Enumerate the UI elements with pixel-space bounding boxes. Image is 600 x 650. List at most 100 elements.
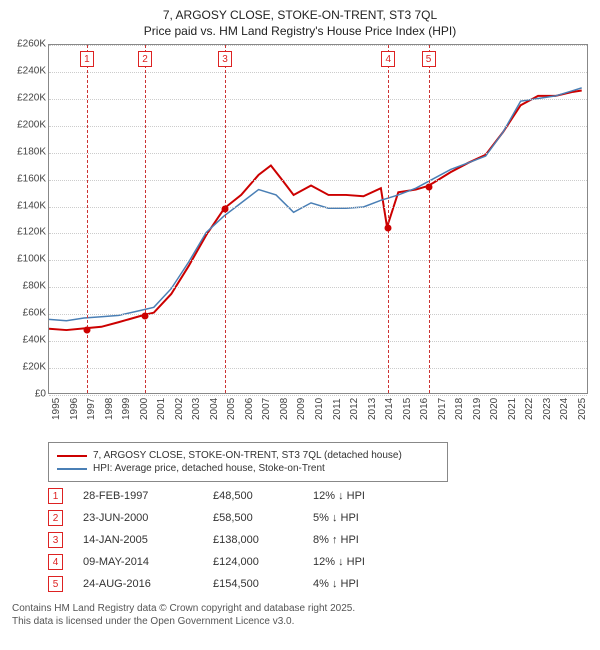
sale-price: £58,500 bbox=[213, 512, 313, 524]
sales-table: 128-FEB-1997£48,50012% ↓ HPI223-JUN-2000… bbox=[48, 488, 594, 592]
marker-box: 5 bbox=[422, 51, 436, 67]
sale-dot bbox=[385, 225, 392, 232]
x-axis: 1995199619971998199920002001200220032004… bbox=[48, 394, 588, 434]
x-tick-label: 2002 bbox=[174, 398, 185, 420]
x-tick-label: 2011 bbox=[332, 398, 343, 420]
x-tick-label: 2014 bbox=[384, 398, 395, 420]
gridline bbox=[49, 72, 587, 73]
y-axis: £0£20K£40K£60K£80K£100K£120K£140K£160K£1… bbox=[6, 44, 48, 394]
marker-line bbox=[87, 45, 88, 393]
title-line1: 7, ARGOSY CLOSE, STOKE-ON-TRENT, ST3 7QL bbox=[6, 8, 594, 22]
y-tick-label: £80K bbox=[23, 281, 46, 292]
x-tick-label: 2001 bbox=[156, 398, 167, 420]
gridline bbox=[49, 260, 587, 261]
legend-label: 7, ARGOSY CLOSE, STOKE-ON-TRENT, ST3 7QL… bbox=[93, 450, 402, 461]
x-tick-label: 1996 bbox=[69, 398, 80, 420]
sale-number-box: 5 bbox=[48, 576, 63, 592]
x-tick-label: 2016 bbox=[419, 398, 430, 420]
sale-diff: 12% ↓ HPI bbox=[313, 556, 433, 568]
x-tick-label: 2009 bbox=[296, 398, 307, 420]
x-tick-label: 2008 bbox=[279, 398, 290, 420]
y-tick-label: £100K bbox=[17, 254, 46, 265]
y-tick-label: £240K bbox=[17, 65, 46, 76]
sale-date: 28-FEB-1997 bbox=[83, 490, 213, 502]
x-tick-label: 2004 bbox=[209, 398, 220, 420]
sale-diff: 4% ↓ HPI bbox=[313, 578, 433, 590]
x-tick-label: 2015 bbox=[402, 398, 413, 420]
sale-dot bbox=[425, 184, 432, 191]
gridline bbox=[49, 341, 587, 342]
marker-box: 1 bbox=[80, 51, 94, 67]
y-tick-label: £140K bbox=[17, 200, 46, 211]
x-tick-label: 2012 bbox=[349, 398, 360, 420]
marker-line bbox=[388, 45, 389, 393]
title-line2: Price paid vs. HM Land Registry's House … bbox=[6, 24, 594, 38]
sale-row: 409-MAY-2014£124,00012% ↓ HPI bbox=[48, 554, 594, 570]
sale-price: £138,000 bbox=[213, 534, 313, 546]
sale-date: 24-AUG-2016 bbox=[83, 578, 213, 590]
x-tick-label: 2007 bbox=[261, 398, 272, 420]
plot-area: 1 2 3 4 5 bbox=[48, 44, 588, 394]
sale-number-box: 1 bbox=[48, 488, 63, 504]
legend-item: 7, ARGOSY CLOSE, STOKE-ON-TRENT, ST3 7QL… bbox=[57, 450, 439, 461]
sale-row: 1 28-FEB-1997£48,50012% ↓ HPI bbox=[48, 488, 594, 504]
sale-row: 314-JAN-2005£138,0008% ↑ HPI bbox=[48, 532, 594, 548]
legend-swatch bbox=[57, 468, 87, 470]
sale-row: 2 23-JUN-2000£58,5005% ↓ HPI bbox=[48, 510, 594, 526]
x-tick-label: 2003 bbox=[191, 398, 202, 420]
x-tick-label: 2022 bbox=[524, 398, 535, 420]
y-tick-label: £200K bbox=[17, 119, 46, 130]
legend-swatch bbox=[57, 455, 87, 457]
x-tick-label: 1997 bbox=[86, 398, 97, 420]
marker-line bbox=[225, 45, 226, 393]
x-tick-label: 2018 bbox=[454, 398, 465, 420]
y-tick-label: £160K bbox=[17, 173, 46, 184]
y-tick-label: £0 bbox=[35, 389, 46, 400]
x-tick-label: 2010 bbox=[314, 398, 325, 420]
sale-number-box: 2 bbox=[48, 510, 63, 526]
y-tick-label: £60K bbox=[23, 308, 46, 319]
sale-diff: 5% ↓ HPI bbox=[313, 512, 433, 524]
x-tick-label: 2013 bbox=[367, 398, 378, 420]
chart: £0£20K£40K£60K£80K£100K£120K£140K£160K£1… bbox=[6, 44, 594, 434]
sale-diff: 12% ↓ HPI bbox=[313, 490, 433, 502]
x-tick-label: 2021 bbox=[507, 398, 518, 420]
gridline bbox=[49, 99, 587, 100]
gridline bbox=[49, 45, 587, 46]
sale-price: £154,500 bbox=[213, 578, 313, 590]
x-tick-label: 2023 bbox=[542, 398, 553, 420]
y-tick-label: £120K bbox=[17, 227, 46, 238]
gridline bbox=[49, 314, 587, 315]
y-tick-label: £180K bbox=[17, 146, 46, 157]
gridline bbox=[49, 180, 587, 181]
sale-price: £124,000 bbox=[213, 556, 313, 568]
gridline bbox=[49, 368, 587, 369]
legend: 7, ARGOSY CLOSE, STOKE-ON-TRENT, ST3 7QL… bbox=[48, 442, 448, 482]
x-tick-label: 2024 bbox=[559, 398, 570, 420]
x-tick-label: 1995 bbox=[51, 398, 62, 420]
footer: Contains HM Land Registry data © Crown c… bbox=[12, 602, 588, 628]
footer-line1: Contains HM Land Registry data © Crown c… bbox=[12, 602, 588, 615]
sale-row: 5 24-AUG-2016£154,5004% ↓ HPI bbox=[48, 576, 594, 592]
sale-number-box: 4 bbox=[48, 554, 63, 570]
sale-price: £48,500 bbox=[213, 490, 313, 502]
gridline bbox=[49, 153, 587, 154]
gridline bbox=[49, 233, 587, 234]
sale-dot bbox=[142, 313, 149, 320]
x-tick-label: 2019 bbox=[472, 398, 483, 420]
marker-box: 3 bbox=[218, 51, 232, 67]
sale-dot bbox=[83, 326, 90, 333]
legend-item: HPI: Average price, detached house, Stok… bbox=[57, 463, 439, 474]
gridline bbox=[49, 287, 587, 288]
marker-box: 2 bbox=[138, 51, 152, 67]
y-tick-label: £220K bbox=[17, 92, 46, 103]
footer-line2: This data is licensed under the Open Gov… bbox=[12, 615, 588, 628]
x-tick-label: 2020 bbox=[489, 398, 500, 420]
marker-box: 4 bbox=[381, 51, 395, 67]
sale-dot bbox=[222, 206, 229, 213]
x-tick-label: 2025 bbox=[577, 398, 588, 420]
sale-date: 23-JUN-2000 bbox=[83, 512, 213, 524]
gridline bbox=[49, 207, 587, 208]
x-tick-label: 2006 bbox=[244, 398, 255, 420]
sale-number-box: 3 bbox=[48, 532, 63, 548]
